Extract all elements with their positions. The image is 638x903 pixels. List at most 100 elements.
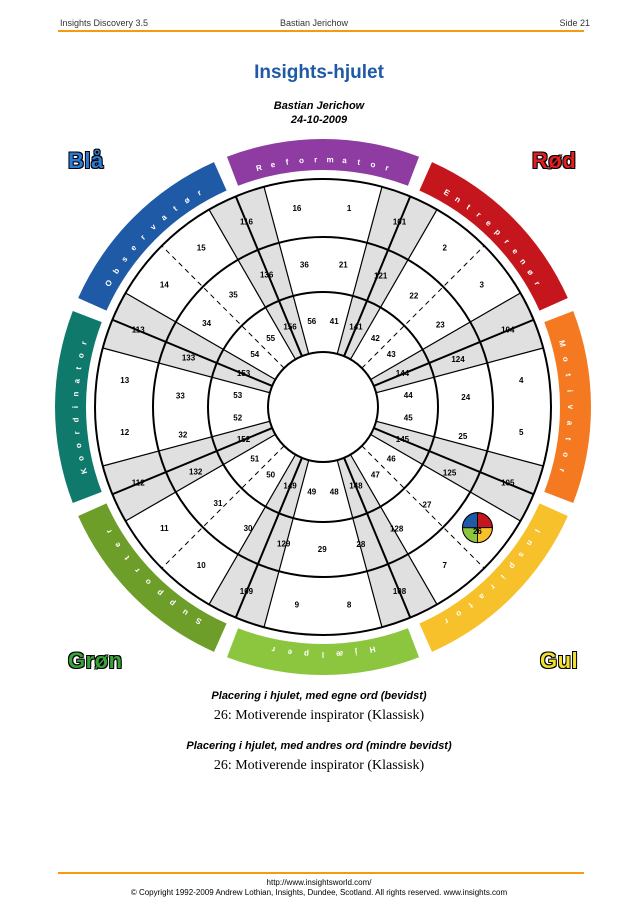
ring-label-letter: r: [557, 468, 567, 473]
header-page-number: Side 21: [559, 18, 590, 28]
middle-position-number: 32: [178, 430, 187, 439]
outer-position-number: 15: [197, 243, 206, 252]
ring-label-letter: l: [322, 650, 324, 659]
ring-label-letter: o: [76, 455, 86, 462]
inner-position-number: 45: [404, 413, 413, 422]
outer-position-number: 5: [519, 428, 524, 437]
wheel-spoke: [373, 318, 535, 387]
subtitle-name: Bastian Jerichow: [273, 100, 365, 112]
ring-label-letter: m: [327, 155, 334, 164]
ring-label-letter: p: [493, 227, 503, 237]
middle-position-number: 121: [374, 271, 388, 280]
ring-label-letter: e: [287, 647, 293, 657]
ring-label-letter: K: [79, 467, 89, 475]
inner-position-number: 56: [307, 317, 316, 326]
ring-label-letter: r: [133, 566, 142, 574]
outer-position-number: 113: [132, 326, 145, 335]
wheel-spoke: [343, 195, 412, 357]
middle-position-number: 25: [458, 432, 467, 441]
inner-position-number: 156: [283, 323, 297, 332]
wheel-ring: [207, 291, 439, 523]
ring-label-letter: s: [120, 254, 130, 263]
wheel-divider: [263, 186, 310, 355]
shaded-wedge: [102, 293, 276, 393]
outer-position-number: 2: [443, 243, 448, 252]
marker-circle: [461, 512, 493, 544]
ring-label-letter: n: [453, 194, 462, 204]
footer-copyright: © Copyright 1992-2009 Andrew Lothian, In…: [130, 888, 508, 897]
outer-arc-reformator: [226, 139, 420, 186]
wheel-divider: [336, 459, 383, 628]
outer-position-number: 108: [393, 587, 407, 596]
ring-label-letter: o: [143, 577, 153, 587]
outer-position-number: 10: [197, 561, 206, 570]
footer-divider: [58, 872, 584, 874]
middle-position-number: 128: [390, 525, 404, 534]
ring-label-letter: i: [499, 573, 507, 581]
own-placement-value: 26: Motiverende inspirator (Klassisk): [213, 708, 425, 723]
ring-label-letter: r: [314, 155, 317, 164]
ring-label-letter: r: [271, 645, 276, 654]
shaded-wedge: [209, 454, 309, 628]
middle-position-number: 35: [229, 291, 238, 300]
inner-position-number: 153: [237, 369, 251, 378]
ring-label-letter: t: [122, 554, 131, 562]
shaded-wedge: [337, 186, 437, 360]
wheel-spoke: [234, 457, 303, 619]
ring-label-letter: p: [507, 561, 517, 571]
ring-label-letter: r: [502, 237, 511, 245]
middle-position-number: 22: [409, 292, 418, 301]
inner-position-number: 141: [349, 323, 363, 332]
inner-position-number: 53: [233, 391, 242, 400]
ring-label-letter: e: [129, 243, 139, 253]
outer-position-number: 4: [519, 376, 524, 385]
ring-label-letter: b: [111, 266, 121, 275]
outer-arc-inspirator: [419, 503, 568, 652]
ring-label-letter: n: [71, 391, 80, 396]
inner-position-number: 47: [371, 470, 380, 479]
corner-label-blue: Blå: [68, 148, 104, 173]
inner-position-number: 46: [387, 454, 396, 463]
ring-label-letter: r: [533, 280, 542, 287]
wheel-ring: [152, 236, 494, 578]
middle-position-number: 133: [182, 354, 196, 363]
wheel-divider: [125, 292, 276, 381]
ring-label-letter: a: [477, 592, 487, 602]
middle-position-number: 132: [189, 467, 203, 476]
outer-position-number: 16: [292, 204, 301, 213]
outer-position-number: 8: [347, 600, 352, 609]
shaded-wedge: [370, 421, 544, 521]
ring-label-letter: e: [270, 160, 277, 170]
quadrant-divider: [361, 445, 485, 569]
others-placement-heading: Placering i hjulet, med andres ord (mind…: [186, 740, 452, 752]
wheel-spoke: [234, 195, 303, 357]
middle-position-number: 125: [443, 469, 457, 478]
inner-position-number: 149: [283, 482, 297, 491]
ring-label-letter: r: [196, 188, 203, 197]
ring-label-letter: u: [181, 607, 190, 617]
ring-label-letter: ø: [183, 195, 192, 205]
wheel-divider: [263, 459, 310, 628]
outer-position-number: 112: [132, 479, 145, 488]
wheel-spoke: [373, 427, 535, 496]
ring-label-letter: a: [342, 156, 348, 165]
inner-position-number: 43: [387, 350, 396, 359]
ring-label-letter: I: [533, 527, 542, 533]
others-placement-value: 26: Motiverende inspirator (Klassisk): [213, 758, 425, 773]
ring-label-letter: a: [159, 212, 169, 222]
middle-position-number: 31: [214, 499, 223, 508]
ring-label-letter: t: [74, 366, 83, 370]
page-header: Insights Discovery 3.5 Bastian Jerichow …: [0, 0, 638, 30]
wheel-divider: [370, 433, 521, 522]
ring-label-letter: r: [139, 233, 148, 241]
outer-position-number: 9: [295, 600, 300, 609]
subtitle-date: 24-10-2009: [290, 114, 348, 126]
inner-position-number: 145: [396, 435, 410, 444]
ring-label-letter: n: [518, 257, 528, 266]
wheel-divider: [102, 420, 271, 467]
ring-label-letter: ø: [525, 268, 535, 277]
ring-label-letter: o: [76, 352, 86, 359]
ring-label-letter: e: [112, 540, 122, 549]
ring-label-letter: r: [384, 163, 389, 173]
ring-label-letter: r: [475, 210, 483, 219]
